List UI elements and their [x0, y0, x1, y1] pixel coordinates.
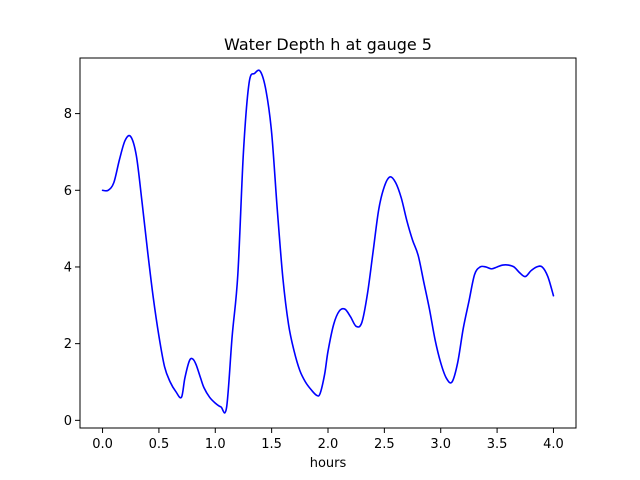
- x-tick-label: 0.0: [92, 437, 113, 452]
- x-tick-label: 2.5: [374, 437, 395, 452]
- y-axis: 0 2 4 6 8: [64, 107, 80, 429]
- x-tick-label: 4.0: [543, 437, 564, 452]
- y-tick-label: 8: [64, 107, 72, 122]
- x-axis-label: hours: [310, 456, 347, 471]
- x-tick-label: 1.0: [205, 437, 226, 452]
- y-tick-label: 2: [64, 337, 72, 352]
- x-tick-label: 3.5: [487, 437, 508, 452]
- chart-title: Water Depth h at gauge 5: [224, 35, 432, 54]
- series-line-water-depth: [101, 69, 555, 414]
- x-axis: 0.0 0.5 1.0 1.5 2.0 2.5 3.0 3.5 4.0: [92, 428, 564, 452]
- y-tick-label: 4: [64, 260, 72, 275]
- y-tick-label: 0: [64, 414, 72, 429]
- x-tick-label: 3.0: [430, 437, 451, 452]
- plot-frame: [79, 57, 577, 429]
- y-tick-label: 6: [64, 184, 72, 199]
- x-tick-label: 1.5: [261, 437, 282, 452]
- x-tick-label: 0.5: [149, 437, 170, 452]
- x-tick-label: 2.0: [318, 437, 339, 452]
